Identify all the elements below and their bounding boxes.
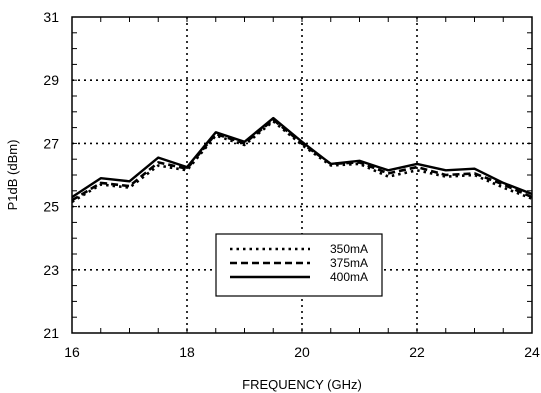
x-axis-title: FREQUENCY (GHz): [242, 377, 362, 392]
x-tick-label: 16: [64, 344, 80, 360]
series-lines: [71, 116, 533, 204]
series-line-400mA: [71, 116, 533, 199]
x-tick-label: 24: [524, 344, 540, 360]
y-tick-label: 27: [43, 135, 59, 151]
y-tick-label: 29: [43, 72, 59, 88]
y-axis-title: P1dB (dBm): [5, 140, 20, 211]
y-tick-label: 31: [43, 9, 59, 25]
legend-box: [215, 233, 383, 297]
plot-frame: [71, 16, 533, 334]
series-line-350mA: [71, 120, 533, 204]
tick-labels: 16 18 20 22 24 21 23 25 27 29 31: [43, 9, 540, 360]
x-tick-label: 18: [179, 344, 195, 360]
x-tick-label: 22: [409, 344, 425, 360]
y-tick-label: 25: [43, 199, 59, 215]
legend-label: 375mA: [330, 256, 368, 270]
y-tick-label: 21: [43, 325, 59, 341]
legend-label: 350mA: [330, 242, 368, 256]
y-tick-label: 23: [43, 262, 59, 278]
x-tick-label: 20: [294, 344, 310, 360]
legend-label: 400mA: [330, 270, 368, 284]
series-line-375mA: [71, 118, 533, 202]
